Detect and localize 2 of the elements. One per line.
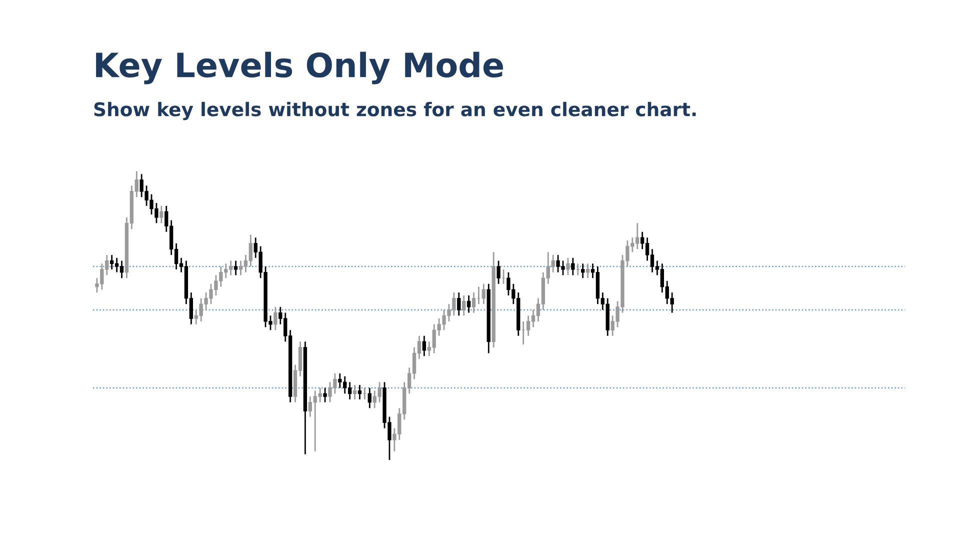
- chart-title: Key Levels Only Mode: [96, 52, 503, 84]
- chart-subtitle: Show key levels without zones for an even cleaner chart.: [94, 102, 696, 120]
